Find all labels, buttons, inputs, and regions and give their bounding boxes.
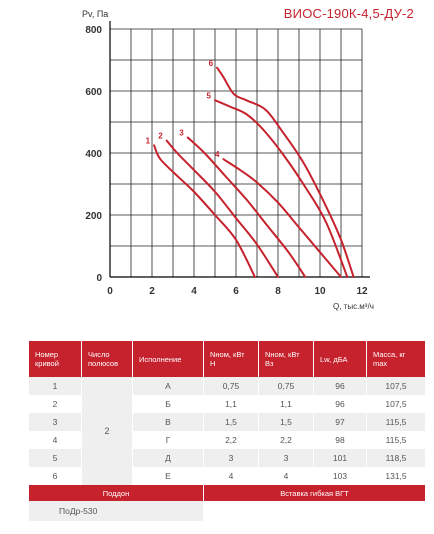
cell-noise: 97	[314, 413, 366, 431]
cell-noise: 98	[314, 431, 366, 449]
y-tick-label: 400	[85, 149, 102, 160]
cell-power-vz: 2,2	[259, 431, 313, 449]
cell-curve: 2	[29, 395, 81, 413]
header-poles: Число полюсов	[82, 341, 132, 377]
curve-4	[222, 158, 342, 278]
footer-insert-value	[204, 501, 425, 521]
cell-curve: 5	[29, 449, 81, 467]
cell-noise: 103	[314, 467, 366, 485]
x-tick-label: 6	[233, 286, 239, 297]
chart-axes	[109, 21, 370, 278]
x-tick-label: 8	[275, 286, 281, 297]
x-tick-label: 12	[356, 286, 368, 297]
cell-curve: 3	[29, 413, 81, 431]
table-footer-row: Поддон Вставка гибкая ВГТ	[29, 485, 425, 501]
cell-power-h: 4	[204, 467, 258, 485]
cell-mass: 115,5	[367, 413, 425, 431]
cell-variant: Г	[133, 431, 203, 449]
cell-power-vz: 0,75	[259, 377, 313, 395]
curve-label-5: 5	[207, 91, 212, 100]
y-tick-label: 0	[96, 273, 102, 284]
chart-curve-labels: 12 3 4 5 6	[146, 59, 220, 159]
x-tick-label: 0	[107, 286, 113, 297]
cell-power-vz: 3	[259, 449, 313, 467]
footer-tray-label: Поддон	[29, 485, 203, 501]
table-row: 5 Д 3 3 101 118,5	[29, 449, 425, 467]
table-row: 4 Г 2,2 2,2 98 115,5	[29, 431, 425, 449]
curve-label-3: 3	[179, 129, 184, 138]
x-axis-label: Q, тыс.м³/ч	[333, 302, 374, 311]
table-header-row: Номер кривой Число полюсов Исполнение Nн…	[29, 341, 425, 377]
x-tick-label: 4	[191, 286, 197, 297]
footer-insert-label: Вставка гибкая ВГТ	[204, 485, 425, 501]
header-noise: Lw, дБА	[314, 341, 366, 377]
table-row: 3 В 1,5 1,5 97 115,5	[29, 413, 425, 431]
footer-tray-value: ПоДр-530	[29, 501, 203, 521]
cell-mass: 107,5	[367, 395, 425, 413]
curve-1	[153, 144, 256, 278]
cell-poles: 2	[82, 377, 132, 485]
cell-power-vz: 1,5	[259, 413, 313, 431]
cell-variant: Д	[133, 449, 203, 467]
header-mass: Масса, кг max	[367, 341, 425, 377]
cell-curve: 4	[29, 431, 81, 449]
y-tick-label: 600	[85, 87, 102, 98]
cell-variant: А	[133, 377, 203, 395]
cell-variant: Б	[133, 395, 203, 413]
x-tick-label: 2	[149, 286, 155, 297]
cell-curve: 1	[29, 377, 81, 395]
curve-3	[186, 136, 307, 278]
curve-2	[165, 139, 279, 278]
cell-power-vz: 4	[259, 467, 313, 485]
y-tick-label: 200	[85, 211, 102, 222]
cell-curve: 6	[29, 467, 81, 485]
header-power-h: Nном, кВт Н	[204, 341, 258, 377]
x-tick-label: 10	[314, 286, 326, 297]
curve-label-4: 4	[215, 150, 220, 159]
cell-mass: 131,5	[367, 467, 425, 485]
cell-noise: 101	[314, 449, 366, 467]
cell-power-h: 2,2	[204, 431, 258, 449]
performance-table: Номер кривой Число полюсов Исполнение Nн…	[28, 341, 426, 521]
cell-power-h: 1,5	[204, 413, 258, 431]
cell-power-h: 1,1	[204, 395, 258, 413]
cell-mass: 115,5	[367, 431, 425, 449]
y-tick-label: 800	[85, 25, 102, 36]
cell-noise: 96	[314, 377, 366, 395]
cell-power-h: 3	[204, 449, 258, 467]
cell-power-vz: 1,1	[259, 395, 313, 413]
curve-label-6: 6	[209, 59, 214, 68]
cell-mass: 118,5	[367, 449, 425, 467]
chart-title: ВИОС-190К-4,5-ДУ-2	[283, 6, 414, 21]
cell-power-h: 0,75	[204, 377, 258, 395]
chart-curves	[153, 66, 355, 278]
table-footer-values-row: ПоДр-530	[29, 501, 425, 521]
table-row: 1 2 А 0,75 0,75 96 107,5	[29, 377, 425, 485]
header-curve-number: Номер кривой	[29, 341, 81, 377]
y-axis-label: Pv, Па	[82, 9, 109, 19]
curve-label-2: 2	[158, 132, 163, 141]
cell-noise: 96	[314, 395, 366, 413]
table-row: 6 Е 4 4 103 131,5	[29, 467, 425, 485]
curve-6	[216, 66, 355, 278]
cell-mass: 107,5	[367, 377, 425, 395]
table-row: 2 Б 1,1 1,1 96 107,5	[29, 395, 425, 413]
cell-variant: В	[133, 413, 203, 431]
header-power-vz: Nном, кВт Вз	[259, 341, 313, 377]
cell-variant: Е	[133, 467, 203, 485]
curve-5	[214, 99, 349, 278]
curve-label-1: 1	[146, 136, 151, 145]
header-variant: Исполнение	[133, 341, 203, 377]
